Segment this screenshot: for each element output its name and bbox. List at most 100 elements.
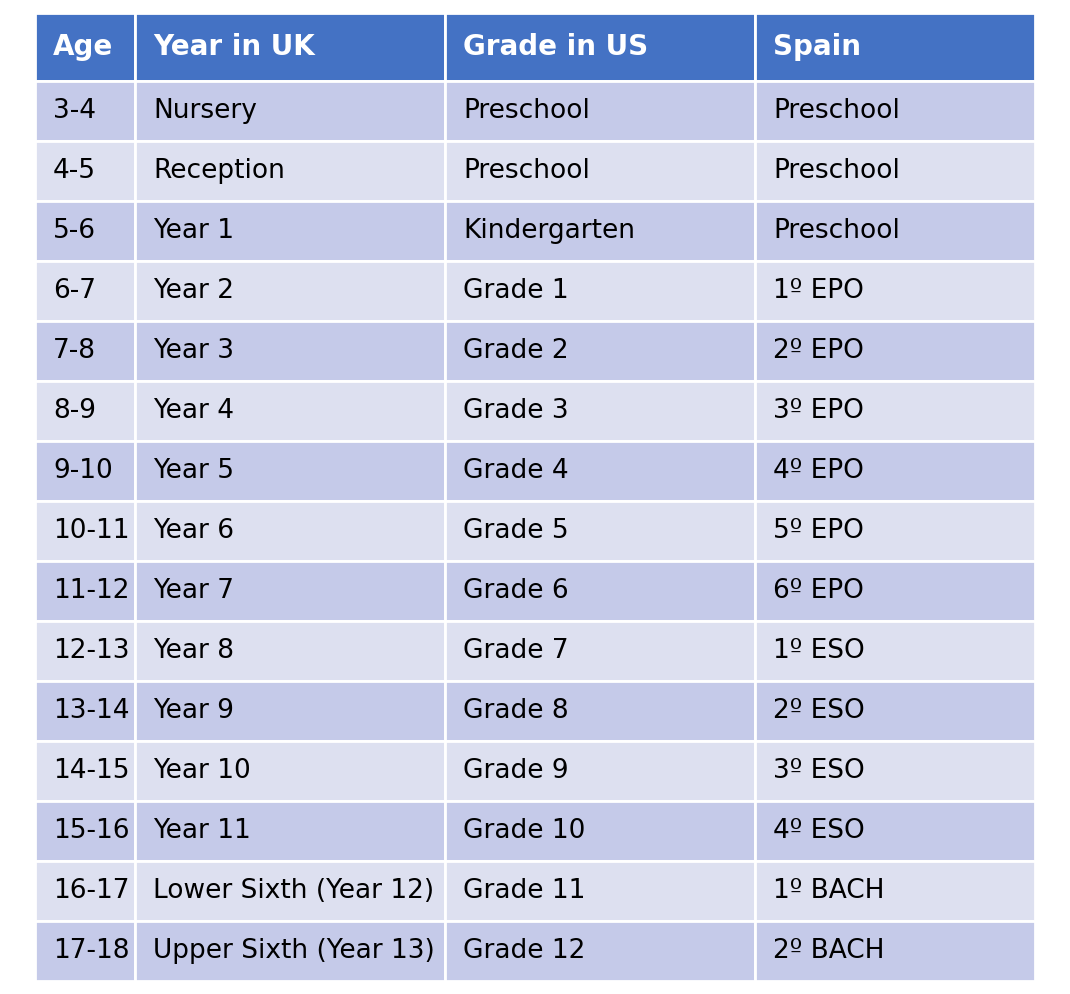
Bar bbox=[35, 201, 135, 261]
Bar bbox=[135, 441, 445, 501]
Bar bbox=[445, 441, 755, 501]
Bar bbox=[135, 13, 445, 81]
Text: 12-13: 12-13 bbox=[54, 638, 129, 664]
Text: Grade 11: Grade 11 bbox=[463, 878, 585, 904]
Bar bbox=[755, 561, 1035, 621]
Text: 2º ESO: 2º ESO bbox=[773, 698, 865, 724]
Text: 4-5: 4-5 bbox=[54, 158, 96, 184]
Bar bbox=[35, 13, 135, 81]
Text: 16-17: 16-17 bbox=[54, 878, 129, 904]
Text: Reception: Reception bbox=[153, 158, 285, 184]
Text: Age: Age bbox=[54, 33, 113, 61]
Text: 5-6: 5-6 bbox=[54, 218, 96, 244]
Text: Upper Sixth (Year 13): Upper Sixth (Year 13) bbox=[153, 938, 434, 964]
Bar bbox=[135, 741, 445, 801]
Bar bbox=[445, 13, 755, 81]
Text: 6-7: 6-7 bbox=[54, 278, 96, 304]
Text: Year in UK: Year in UK bbox=[153, 33, 315, 61]
Text: Year 6: Year 6 bbox=[153, 518, 234, 544]
Bar bbox=[135, 921, 445, 981]
Bar bbox=[35, 681, 135, 741]
Text: Year 5: Year 5 bbox=[153, 458, 234, 484]
Text: Preschool: Preschool bbox=[773, 98, 900, 124]
Text: 3º ESO: 3º ESO bbox=[773, 758, 865, 784]
Bar bbox=[135, 261, 445, 321]
Bar bbox=[445, 561, 755, 621]
Text: Grade 9: Grade 9 bbox=[463, 758, 568, 784]
Bar bbox=[755, 13, 1035, 81]
Bar bbox=[445, 501, 755, 561]
Bar bbox=[35, 501, 135, 561]
Text: Grade 12: Grade 12 bbox=[463, 938, 585, 964]
Text: Grade 3: Grade 3 bbox=[463, 398, 568, 424]
Text: Year 2: Year 2 bbox=[153, 278, 234, 304]
Bar bbox=[35, 861, 135, 921]
Bar bbox=[135, 561, 445, 621]
Bar bbox=[445, 201, 755, 261]
Bar bbox=[135, 201, 445, 261]
Bar bbox=[755, 441, 1035, 501]
Text: Grade 1: Grade 1 bbox=[463, 278, 568, 304]
Bar bbox=[445, 261, 755, 321]
Text: Preschool: Preschool bbox=[463, 158, 590, 184]
Text: 4º ESO: 4º ESO bbox=[773, 818, 865, 844]
Text: Year 3: Year 3 bbox=[153, 338, 234, 364]
Text: Grade 8: Grade 8 bbox=[463, 698, 568, 724]
Bar bbox=[445, 381, 755, 441]
Bar bbox=[445, 621, 755, 681]
Bar bbox=[445, 861, 755, 921]
Bar bbox=[755, 381, 1035, 441]
Text: Preschool: Preschool bbox=[773, 218, 900, 244]
Text: Year 1: Year 1 bbox=[153, 218, 234, 244]
Bar bbox=[755, 321, 1035, 381]
Text: 5º EPO: 5º EPO bbox=[773, 518, 863, 544]
Text: Year 10: Year 10 bbox=[153, 758, 250, 784]
Bar bbox=[445, 81, 755, 141]
Text: 1º BACH: 1º BACH bbox=[773, 878, 885, 904]
Bar bbox=[35, 801, 135, 861]
Text: Year 9: Year 9 bbox=[153, 698, 234, 724]
Text: Nursery: Nursery bbox=[153, 98, 257, 124]
Bar bbox=[755, 141, 1035, 201]
Text: 3º EPO: 3º EPO bbox=[773, 398, 863, 424]
Bar bbox=[755, 501, 1035, 561]
Text: Grade 4: Grade 4 bbox=[463, 458, 568, 484]
Bar bbox=[755, 861, 1035, 921]
Text: 4º EPO: 4º EPO bbox=[773, 458, 863, 484]
Bar bbox=[755, 261, 1035, 321]
Bar bbox=[135, 321, 445, 381]
Bar bbox=[35, 441, 135, 501]
Text: Spain: Spain bbox=[773, 33, 861, 61]
Bar bbox=[755, 81, 1035, 141]
Bar bbox=[755, 621, 1035, 681]
Bar bbox=[755, 681, 1035, 741]
Bar bbox=[445, 681, 755, 741]
Bar bbox=[755, 201, 1035, 261]
Text: 17-18: 17-18 bbox=[54, 938, 129, 964]
Text: Kindergarten: Kindergarten bbox=[463, 218, 635, 244]
Text: 7-8: 7-8 bbox=[54, 338, 96, 364]
Bar bbox=[445, 921, 755, 981]
Bar bbox=[35, 81, 135, 141]
Text: 6º EPO: 6º EPO bbox=[773, 578, 863, 604]
Bar bbox=[35, 261, 135, 321]
Bar bbox=[135, 801, 445, 861]
Bar bbox=[135, 621, 445, 681]
Bar bbox=[35, 621, 135, 681]
Text: Year 11: Year 11 bbox=[153, 818, 250, 844]
Bar bbox=[445, 321, 755, 381]
Text: Preschool: Preschool bbox=[773, 158, 900, 184]
Text: Year 7: Year 7 bbox=[153, 578, 234, 604]
Bar bbox=[35, 561, 135, 621]
Text: 1º ESO: 1º ESO bbox=[773, 638, 865, 664]
Text: Grade 2: Grade 2 bbox=[463, 338, 568, 364]
Bar bbox=[35, 321, 135, 381]
Text: Preschool: Preschool bbox=[463, 98, 590, 124]
Text: 14-15: 14-15 bbox=[54, 758, 129, 784]
Text: Grade 5: Grade 5 bbox=[463, 518, 568, 544]
Text: 2º BACH: 2º BACH bbox=[773, 938, 885, 964]
Bar bbox=[135, 141, 445, 201]
Text: Year 4: Year 4 bbox=[153, 398, 234, 424]
Text: Year 8: Year 8 bbox=[153, 638, 234, 664]
Text: Grade 10: Grade 10 bbox=[463, 818, 585, 844]
